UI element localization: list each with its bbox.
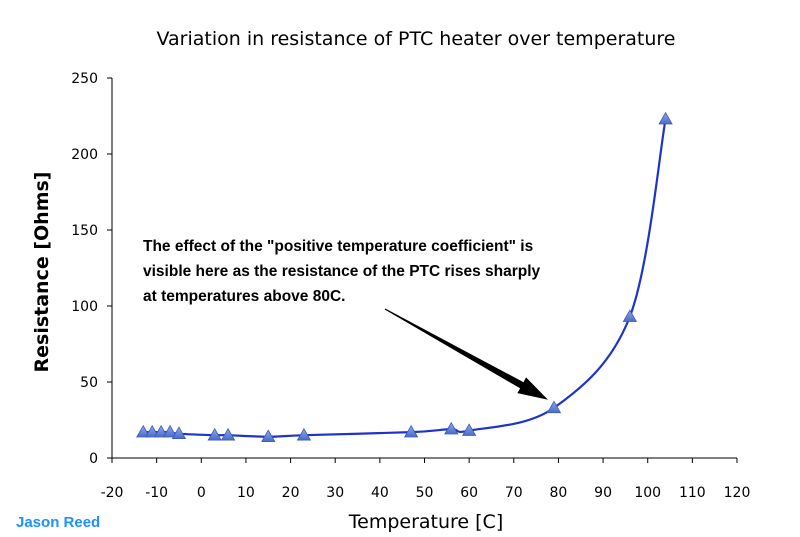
data-point <box>444 421 459 435</box>
data-point <box>162 424 178 438</box>
data-point <box>461 423 477 436</box>
y-tick-label: 50 <box>80 375 98 391</box>
x-tick-label: 20 <box>282 485 300 501</box>
data-point <box>171 426 187 439</box>
x-tick-label: 90 <box>594 485 612 501</box>
data-point <box>261 429 276 442</box>
annotation: The effect of the "positive temperature … <box>143 238 548 400</box>
x-axis-label: Temperature [C] <box>348 511 504 533</box>
x-tick-label: 120 <box>724 485 751 501</box>
data-markers <box>136 111 673 442</box>
x-tick-label: 0 <box>197 485 206 501</box>
x-tick-label: 30 <box>326 485 344 501</box>
y-tick-label: 200 <box>71 147 98 163</box>
data-point <box>403 424 419 438</box>
x-tick-label: 110 <box>679 485 706 501</box>
data-point <box>207 427 222 441</box>
x-tick-label: 100 <box>634 485 661 501</box>
data-point <box>220 427 236 441</box>
y-tick-label: 150 <box>71 223 98 239</box>
data-point <box>136 424 151 438</box>
data-point <box>622 309 638 322</box>
watermark: Jason Reed <box>16 514 100 531</box>
y-axis-label: Resistance [Ohms] <box>31 172 53 373</box>
chart-title: Variation in resistance of PTC heater ov… <box>157 28 676 50</box>
annotation-arrow <box>384 308 548 400</box>
x-tick-label: 10 <box>237 485 255 501</box>
data-point <box>546 400 562 414</box>
y-tick-label: 100 <box>71 299 98 315</box>
x-axis-ticks: -20 -10 0 10 20 30 40 50 60 70 80 90 100 110 120 <box>101 458 751 501</box>
y-axis-ticks: 0 50 100 150 200 250 <box>71 71 112 467</box>
y-tick-label: 250 <box>71 71 98 87</box>
y-tick-label: 0 <box>89 451 98 467</box>
x-tick-label: 60 <box>460 485 478 501</box>
annotation-line-3: at temperatures above 80C. <box>143 288 345 305</box>
x-tick-label: 40 <box>371 485 389 501</box>
x-tick-label: -10 <box>145 485 168 501</box>
annotation-line-2: visible here as the resistance of the PT… <box>143 263 541 280</box>
annotation-line-1: The effect of the "positive temperature … <box>143 238 533 255</box>
data-point <box>144 424 160 438</box>
x-tick-label: 80 <box>550 485 568 501</box>
data-point <box>153 424 169 438</box>
x-tick-label: -20 <box>101 485 124 501</box>
data-point <box>296 427 312 441</box>
x-tick-label: 50 <box>416 485 434 501</box>
x-tick-label: 70 <box>505 485 523 501</box>
data-point <box>658 111 673 125</box>
